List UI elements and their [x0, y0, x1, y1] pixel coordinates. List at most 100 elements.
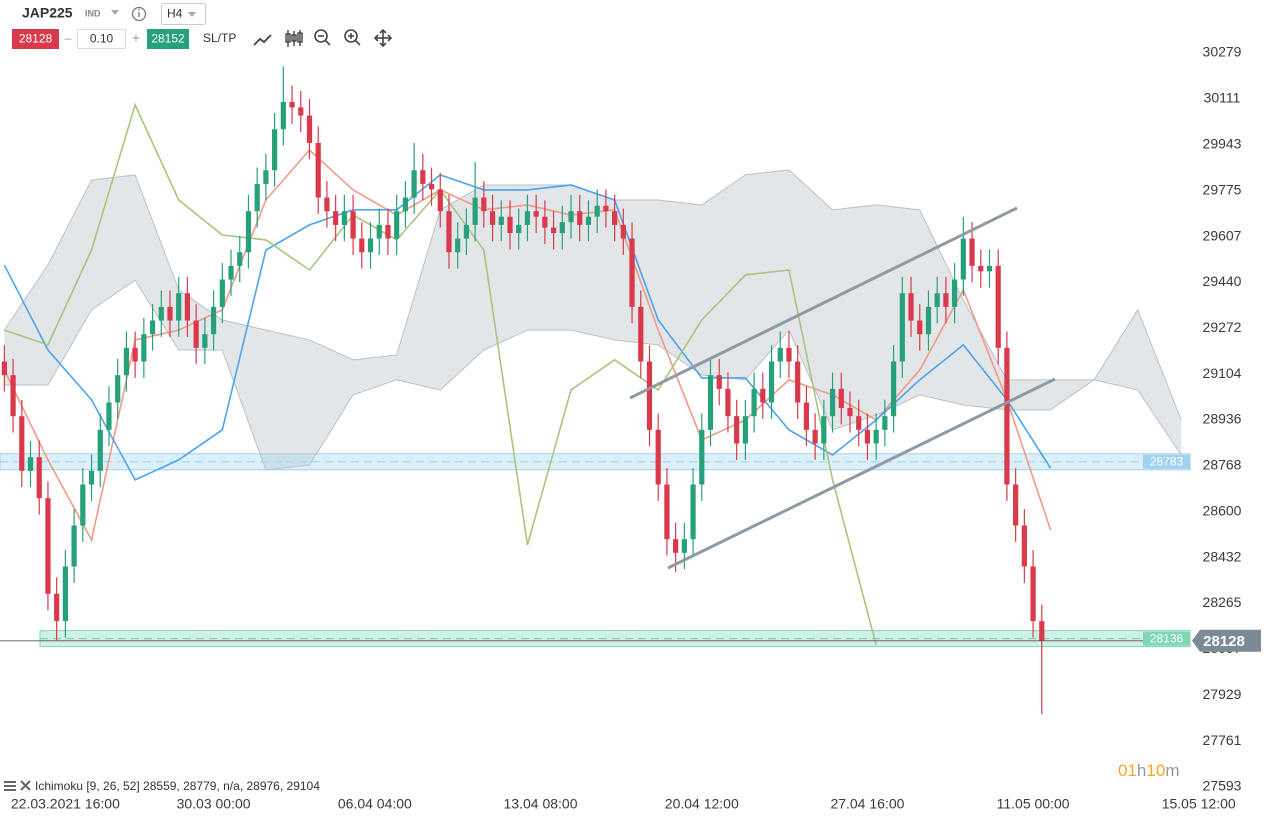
candle-body	[298, 107, 304, 116]
y-tick-label: 28936	[1203, 411, 1242, 427]
ichimoku-cloud	[4, 169, 1182, 471]
line-chart-icon[interactable]	[253, 34, 272, 46]
candle-body	[280, 101, 286, 130]
candle-body	[367, 238, 374, 253]
level-label: 28136	[1150, 631, 1184, 645]
candle-body	[141, 334, 147, 362]
candle-body	[917, 320, 923, 335]
x-tick-label: 11.05 00:00	[997, 796, 1070, 812]
candle-body	[751, 388, 757, 417]
x-tick-label: 30.03 00:00	[177, 796, 251, 812]
dropdown-caret[interactable]	[111, 10, 119, 15]
candle-body	[115, 375, 121, 403]
y-tick-label: 29775	[1203, 181, 1242, 197]
candle-body	[263, 170, 269, 184]
candle-body	[428, 183, 435, 190]
candle-body	[786, 347, 792, 362]
candle-body	[969, 238, 975, 266]
buy-button[interactable]	[147, 29, 189, 49]
candle-body	[489, 211, 496, 225]
candle-body	[699, 429, 705, 485]
candle-body	[80, 484, 86, 526]
level-label-box	[1143, 454, 1190, 469]
y-tick-label: 29607	[1203, 227, 1242, 243]
candle-body	[899, 293, 905, 362]
candle-icon[interactable]	[285, 30, 303, 47]
candle-body	[455, 238, 461, 253]
candle-body	[742, 416, 748, 444]
y-tick-label: 27593	[1203, 778, 1242, 794]
candle-body	[315, 142, 321, 198]
candle-body	[690, 484, 696, 540]
candle-body	[873, 429, 879, 444]
candle-body	[481, 197, 487, 212]
candle-body	[498, 216, 504, 225]
candle-body	[882, 416, 888, 430]
candle-body	[219, 279, 225, 307]
candle-body	[725, 388, 731, 417]
candle-body	[812, 429, 818, 444]
timeframe-select[interactable]	[161, 3, 206, 25]
candle-body	[856, 416, 862, 430]
channel-line[interactable]	[667, 377, 1056, 570]
y-tick-label: 27761	[1203, 732, 1242, 748]
remove-icon[interactable]	[20, 780, 31, 791]
candle-body	[289, 101, 295, 108]
info-icon[interactable]	[131, 6, 147, 22]
candle-body	[10, 375, 16, 417]
candle-body	[524, 211, 531, 225]
y-tick-label: 28600	[1203, 503, 1242, 519]
level-zone	[0, 453, 1191, 471]
candle-body	[986, 265, 993, 272]
candle-body	[594, 205, 600, 217]
y-tick-label: 30279	[1203, 44, 1242, 60]
volume-minus[interactable]: –	[64, 30, 72, 45]
candle-body	[803, 402, 810, 430]
zoom-out-icon[interactable]	[314, 29, 331, 46]
menu-icon[interactable]	[4, 781, 16, 791]
candle-body	[829, 388, 836, 417]
bid: 28128	[19, 32, 53, 46]
candle-body	[908, 293, 914, 321]
x-tick-label: 27.04 16:00	[830, 796, 904, 812]
candle-body	[176, 293, 182, 321]
y-tick-label: 28265	[1203, 594, 1242, 610]
y-tick-label: 29272	[1203, 319, 1242, 335]
candle-body	[341, 211, 347, 225]
candle-body	[542, 216, 548, 228]
symbol[interactable]: JAP225	[22, 5, 73, 21]
candle-body	[620, 224, 626, 239]
candle-body	[707, 375, 714, 430]
candle-body	[925, 306, 932, 335]
candle-body	[1039, 621, 1045, 641]
candle-body	[88, 470, 95, 485]
pan-icon[interactable]	[373, 28, 393, 48]
candle-body	[210, 306, 217, 335]
candle-body	[577, 211, 583, 225]
candle-body	[585, 216, 592, 225]
candle-body	[402, 197, 408, 212]
candle-body	[864, 429, 871, 444]
candle-body	[54, 593, 60, 622]
x-tick-label: 20.04 12:00	[665, 796, 739, 812]
candle-body	[71, 525, 77, 567]
candle-body	[734, 416, 740, 444]
indicator-legend: Ichimoku [9, 26, 52] 28559, 28779, n/a, …	[4, 779, 320, 793]
candle-body	[123, 347, 130, 376]
market: IND	[85, 8, 101, 18]
candle-body	[272, 129, 278, 171]
channel-line[interactable]	[629, 206, 1018, 400]
zoom-in-icon[interactable]	[344, 29, 361, 46]
volume-input[interactable]	[77, 29, 126, 49]
candle-body	[890, 361, 897, 417]
candle-body	[411, 170, 417, 198]
candle-body	[943, 293, 949, 307]
candle-body	[603, 205, 609, 212]
volume-plus[interactable]: +	[132, 30, 140, 46]
candle-body	[1004, 347, 1010, 485]
candle-body	[978, 265, 984, 272]
sell-button[interactable]	[12, 29, 59, 49]
overlay: 2878328136275932776127929280972826528432…	[11, 44, 1261, 812]
candle-body	[350, 211, 356, 239]
sltp-button[interactable]: SL/TP	[203, 31, 236, 45]
